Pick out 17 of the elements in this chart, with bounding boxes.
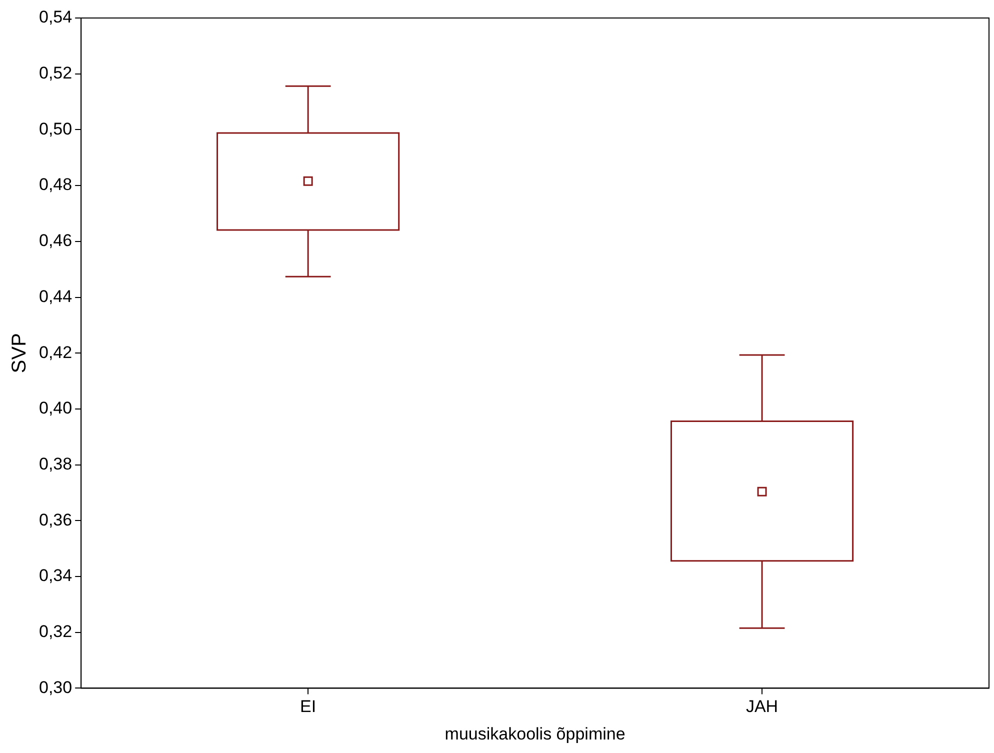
y-axis-title: SVP bbox=[8, 333, 31, 374]
y-tick-label: 0,32 bbox=[38, 622, 72, 642]
y-tick-label: 0,34 bbox=[38, 566, 72, 586]
y-tick-label: 0,30 bbox=[38, 678, 72, 697]
x-axis-title: muusikakoolis õppimine bbox=[444, 724, 626, 744]
y-tick-label: 0,42 bbox=[38, 342, 72, 362]
y-tick-label: 0,44 bbox=[38, 286, 72, 306]
x-tick-label: JAH bbox=[746, 697, 778, 716]
x-tick-label: EI bbox=[300, 697, 316, 716]
y-tick-label: 0,36 bbox=[38, 510, 72, 530]
y-tick-label: 0,52 bbox=[38, 64, 72, 83]
y-tick-label: 0,38 bbox=[38, 454, 72, 474]
y-tick-label: 0,54 bbox=[38, 8, 72, 27]
y-tick-label: 0,48 bbox=[38, 175, 72, 194]
y-tick-label: 0,46 bbox=[38, 231, 72, 250]
y-tick-label: 0,50 bbox=[38, 119, 72, 138]
y-tick-label: 0,40 bbox=[38, 398, 72, 418]
